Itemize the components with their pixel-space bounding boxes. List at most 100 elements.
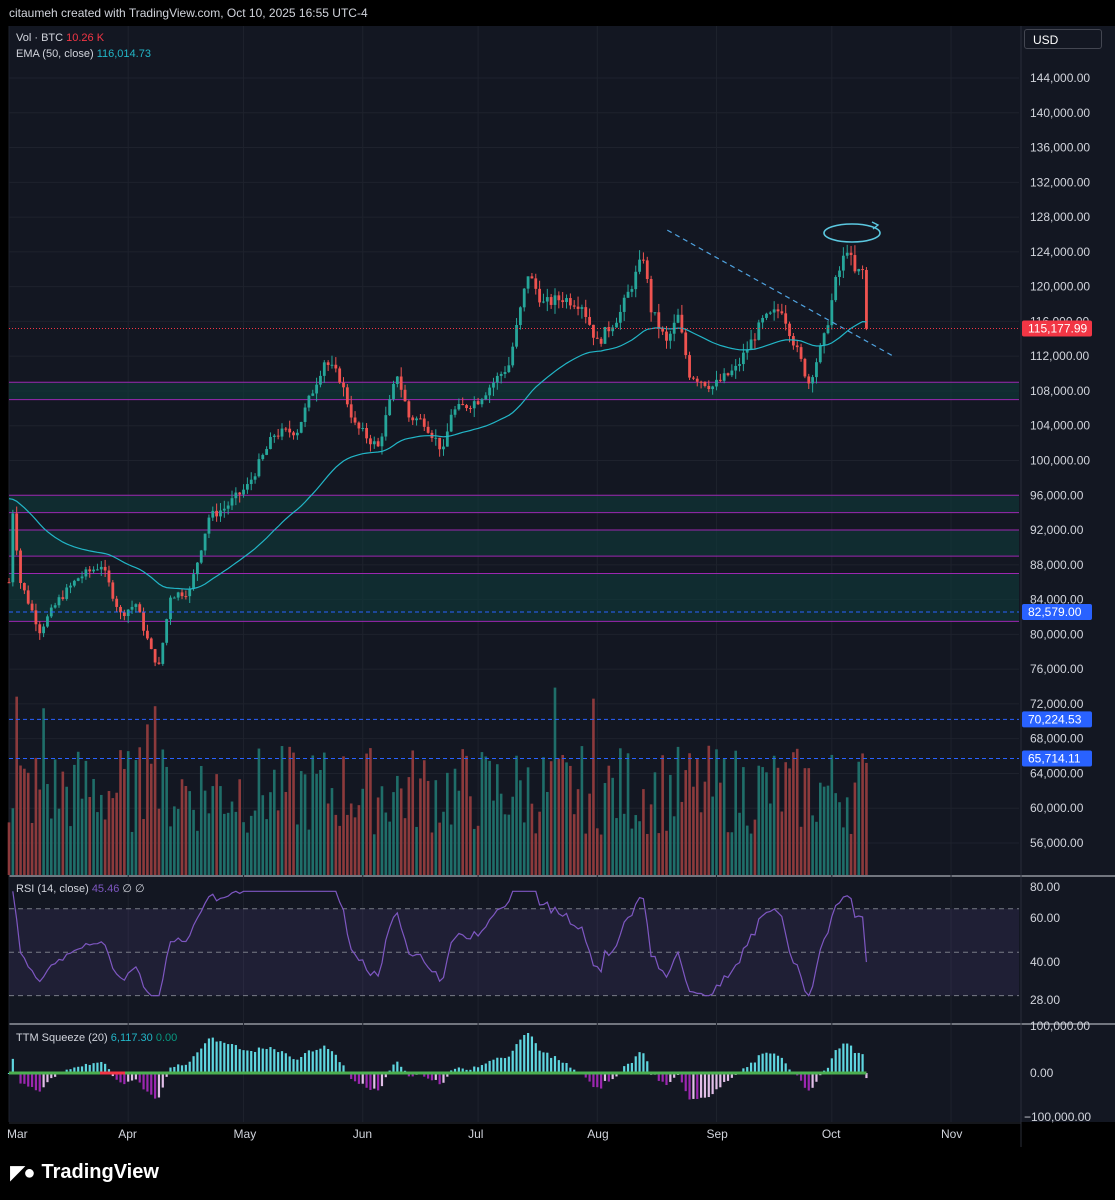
candle-body [715, 379, 718, 387]
squeeze-bar [757, 1055, 760, 1073]
axes: 144,000.00 140,000.00 136,000.00 132,000.00… [7, 71, 1092, 1141]
squeeze-bar [246, 1050, 249, 1073]
squeeze-bar [584, 1073, 587, 1078]
candle-body [249, 479, 253, 485]
volume-bar [230, 801, 234, 875]
squeeze-bar [523, 1035, 526, 1073]
volume-bar [526, 767, 530, 875]
squeeze-bar [211, 1037, 214, 1073]
volume-bar [772, 755, 776, 875]
vol-legend[interactable]: Vol · BTC 10.26 K [16, 32, 104, 44]
candle-body [46, 616, 49, 627]
squeeze-bar [776, 1055, 780, 1073]
volume-bar [311, 755, 315, 875]
squeeze-bar [46, 1073, 49, 1083]
squeeze-bar [77, 1066, 80, 1073]
candle-body [572, 305, 576, 307]
rsi-y-tick-label: 80.00 [1030, 880, 1060, 894]
squeeze-bar [184, 1064, 187, 1073]
volume-bar [388, 821, 391, 875]
candle-body [838, 270, 841, 278]
volume-bar [638, 821, 641, 875]
volume-bar [630, 828, 634, 875]
candle-body [88, 569, 92, 572]
candle-body [649, 278, 653, 313]
volume-bar [261, 795, 265, 875]
volume-bar [542, 757, 545, 875]
candle-body [30, 603, 34, 611]
volume-bar [199, 765, 203, 875]
candle-body [334, 364, 338, 369]
squeeze-bar [703, 1073, 707, 1098]
candle-body [453, 409, 457, 415]
y-tick-label: 104,000.00 [1030, 419, 1090, 433]
candle-body [853, 255, 857, 272]
candle-body [545, 297, 549, 302]
volume-bar [46, 784, 49, 875]
price-axis-label: 70,224.53 [1028, 712, 1082, 726]
ttm-legend[interactable]: TTM Squeeze (20) 6,117.30 0.00 [16, 1032, 177, 1044]
volume-bar [307, 829, 311, 875]
candle-body [526, 276, 530, 289]
rsi-y-tick-label: 28.00 [1030, 993, 1060, 1007]
candle-body [495, 375, 499, 383]
volume-bar [619, 748, 622, 875]
candle-body [442, 446, 445, 450]
candle-body [745, 349, 749, 353]
squeeze-bar [157, 1073, 161, 1098]
candle-body [653, 312, 657, 314]
squeeze-bar [657, 1073, 660, 1081]
candle-body [692, 377, 695, 379]
squeeze-bar [353, 1073, 357, 1082]
squeeze-bar [719, 1073, 722, 1088]
candle-body [253, 476, 257, 480]
squeeze-bar [665, 1073, 668, 1086]
candle-body [230, 498, 234, 506]
squeeze-bar [500, 1057, 503, 1073]
candle-body [638, 259, 641, 272]
candle-body [226, 505, 230, 509]
candle-body [676, 314, 680, 323]
currency-button[interactable]: USD [1024, 29, 1102, 49]
volume-bar [215, 774, 218, 875]
candle-body [103, 566, 107, 571]
y-tick-label: 96,000.00 [1030, 488, 1084, 502]
squeeze-bar [323, 1045, 326, 1073]
volume-bar [461, 749, 465, 875]
squeeze-bar [707, 1073, 710, 1098]
volume-bar [246, 832, 249, 875]
squeeze-bar [569, 1067, 572, 1073]
squeeze-bar [723, 1073, 726, 1082]
ema-50-line [8, 320, 867, 590]
ema-legend[interactable]: EMA (50, close) 116,014.73 [16, 48, 151, 60]
squeeze-bar [192, 1056, 195, 1073]
volume-bar [703, 781, 707, 875]
volume-bar [296, 824, 299, 875]
ttm-legend-value: 6,117.30 [110, 1032, 153, 1044]
candle-body [799, 347, 803, 359]
candle-body [61, 597, 65, 599]
squeeze-bar [334, 1054, 337, 1073]
volume-bar [611, 777, 614, 875]
squeeze-bar [423, 1073, 426, 1077]
candle-body [115, 598, 119, 607]
rsi-legend[interactable]: RSI (14, close) 45.46 ∅ ∅ [16, 882, 145, 895]
volume-bar [784, 762, 787, 875]
price-axis-label: 65,714.11 [1028, 752, 1081, 766]
volume-bar [76, 751, 80, 875]
squeeze-bar [400, 1066, 403, 1073]
squeeze-bar [511, 1050, 514, 1073]
volume-bar [588, 793, 591, 875]
y-tick-label: 100,000.00 [1030, 454, 1090, 468]
candle-body [311, 393, 315, 396]
volume-bar [392, 792, 395, 875]
candle-body [57, 597, 61, 606]
candle-body [338, 368, 342, 383]
candle-body [138, 604, 142, 613]
tradingview-logo[interactable]: ◤● TradingView [10, 1160, 159, 1185]
squeeze-bar [669, 1073, 672, 1082]
volume-bar [176, 808, 180, 875]
candle-body [445, 431, 449, 447]
squeeze-bar [303, 1053, 307, 1073]
